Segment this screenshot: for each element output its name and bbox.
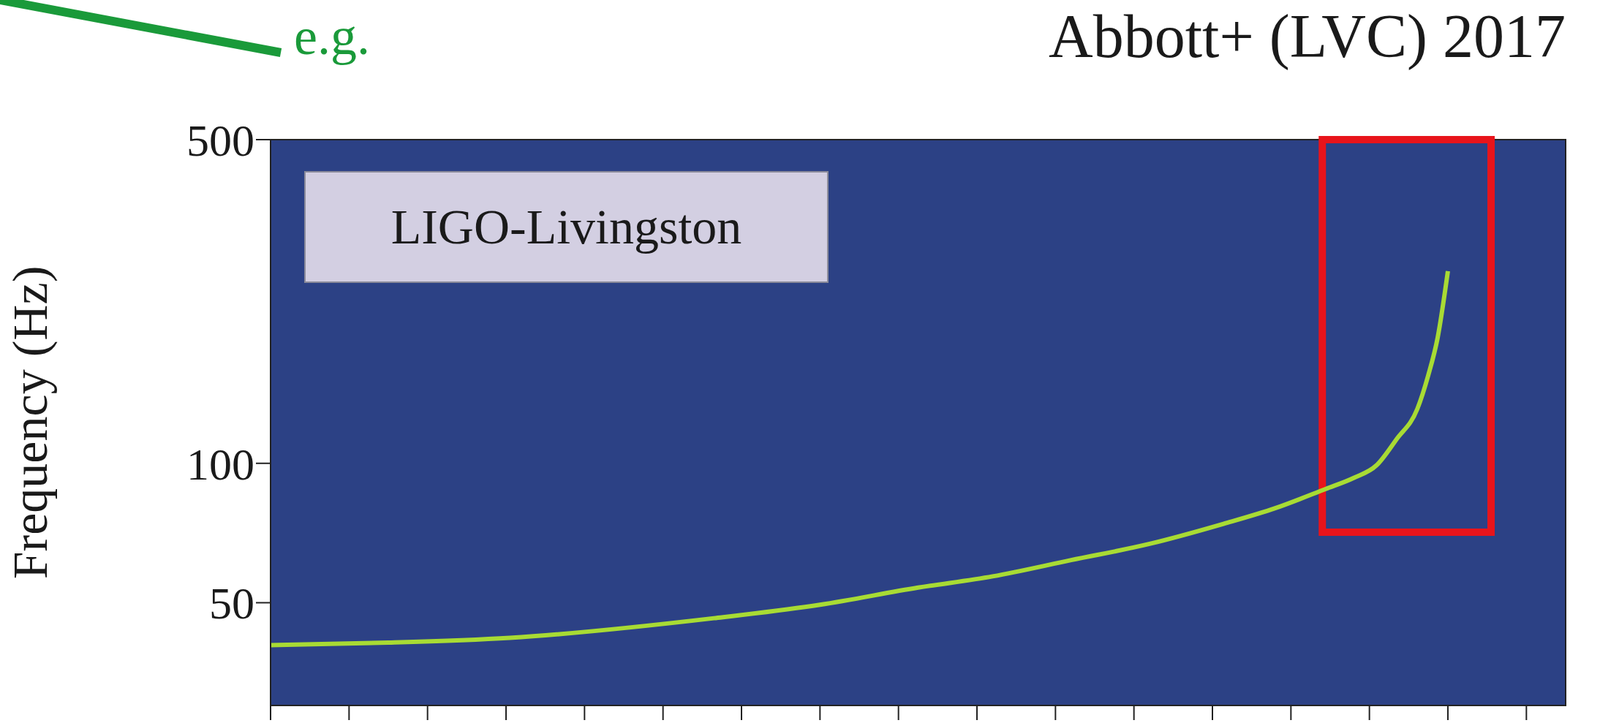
html-text:Abbott+ (LVC) 2017: Abbott+ (LVC) 2017 [1048, 2, 1566, 71]
html-text:LIGO-Livingston: LIGO-Livingston [390, 198, 742, 255]
svg-text:500: 500 [186, 115, 255, 166]
svg-text:100: 100 [186, 439, 255, 490]
svg-text:Frequency (Hz): Frequency (Hz) [2, 266, 58, 580]
svg-text:50: 50 [209, 578, 255, 629]
html-text:e.g.: e.g. [293, 7, 371, 66]
